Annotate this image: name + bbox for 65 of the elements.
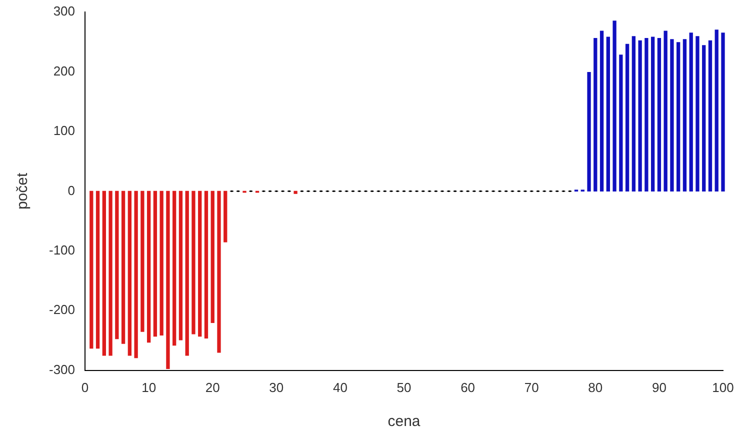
bar [638, 40, 642, 192]
bar [153, 190, 158, 337]
y-tick-label: 200 [53, 63, 76, 78]
bar [619, 54, 623, 192]
bar [689, 32, 693, 192]
bar [594, 38, 598, 192]
bar [682, 39, 687, 192]
y-tick-label: 100 [53, 123, 76, 138]
bar [650, 36, 655, 192]
y-tick-label: 300 [53, 4, 76, 19]
bar [210, 190, 214, 323]
x-tick-label: 20 [205, 380, 220, 395]
x-tick-label: 70 [524, 380, 539, 395]
y-tick-label: 0 [68, 182, 76, 198]
bar [612, 20, 616, 192]
x-tick-label: 80 [588, 380, 603, 395]
bar [721, 32, 725, 192]
bar [670, 39, 674, 192]
bar [664, 30, 668, 192]
y-axis-title: počet [14, 172, 32, 210]
x-axis-title: cena [388, 413, 421, 430]
bar [160, 190, 164, 336]
bar [696, 36, 700, 192]
x-tick-label: 100 [712, 380, 734, 395]
y-tick-label: -200 [48, 302, 76, 318]
bar [178, 190, 183, 340]
bar [185, 190, 189, 356]
bar [676, 42, 680, 192]
bar [294, 190, 298, 194]
x-tick-label: 90 [652, 380, 666, 395]
bar [708, 40, 712, 192]
bar [102, 190, 106, 356]
bar [644, 38, 648, 192]
bar [224, 190, 228, 242]
bar [192, 190, 196, 334]
bar [587, 72, 591, 192]
y-tick-label: -300 [48, 362, 76, 377]
bar [108, 190, 112, 356]
x-tick-label: 40 [332, 380, 348, 395]
bar [128, 190, 132, 356]
bar [166, 190, 170, 369]
x-tick-label: 60 [460, 380, 476, 395]
bar [702, 45, 706, 192]
x-tick-label: 30 [269, 380, 284, 395]
x-tick-label: 50 [396, 380, 412, 395]
bar [121, 190, 126, 344]
bar [134, 190, 138, 358]
bar [115, 190, 119, 340]
bar [96, 190, 100, 349]
bar [606, 36, 610, 192]
bar [140, 190, 144, 332]
bar [600, 30, 604, 192]
bar [204, 190, 208, 338]
bar [172, 190, 176, 346]
bar [657, 38, 662, 192]
x-tick-label: 10 [142, 380, 156, 395]
bar [632, 36, 636, 192]
bar [198, 190, 202, 337]
y-tick-label: -100 [48, 242, 76, 258]
bar [714, 30, 718, 192]
bar [146, 190, 151, 343]
x-tick-label: 0 [81, 380, 89, 395]
bar [90, 190, 94, 349]
bar [625, 44, 630, 192]
bar [217, 190, 221, 353]
